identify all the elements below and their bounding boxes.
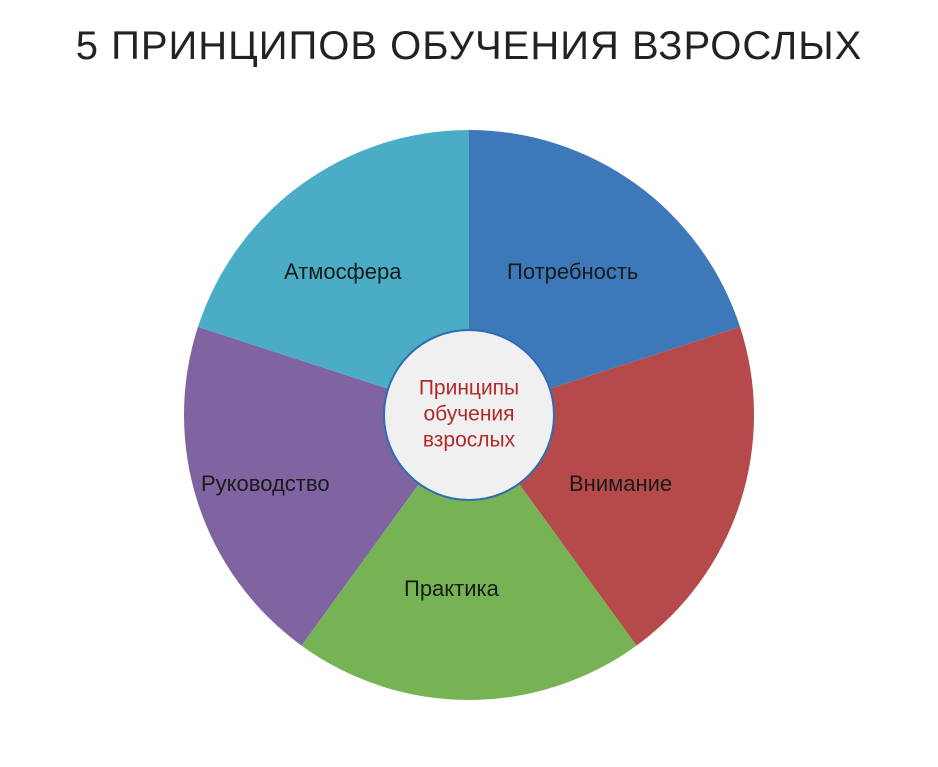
center-label: Принципы bbox=[419, 377, 519, 400]
slice-label: Внимание bbox=[569, 471, 672, 496]
pie-chart: Принципы обучения взрослых Потребность Внима… bbox=[169, 115, 769, 715]
center-label: обучения bbox=[423, 403, 514, 426]
slice-label: Потребность bbox=[507, 259, 638, 284]
slice-label: Атмосфера bbox=[284, 259, 402, 284]
center-label: взрослых bbox=[423, 429, 516, 452]
slice-label: Практика bbox=[404, 576, 500, 601]
page-title: 5 ПРИНЦИПОВ ОБУЧЕНИЯ ВЗРОСЛЫХ bbox=[0, 24, 938, 69]
pie-svg: Принципы обучения взрослых Потребность Внима… bbox=[169, 115, 769, 715]
slice-label: Руководство bbox=[201, 471, 330, 496]
